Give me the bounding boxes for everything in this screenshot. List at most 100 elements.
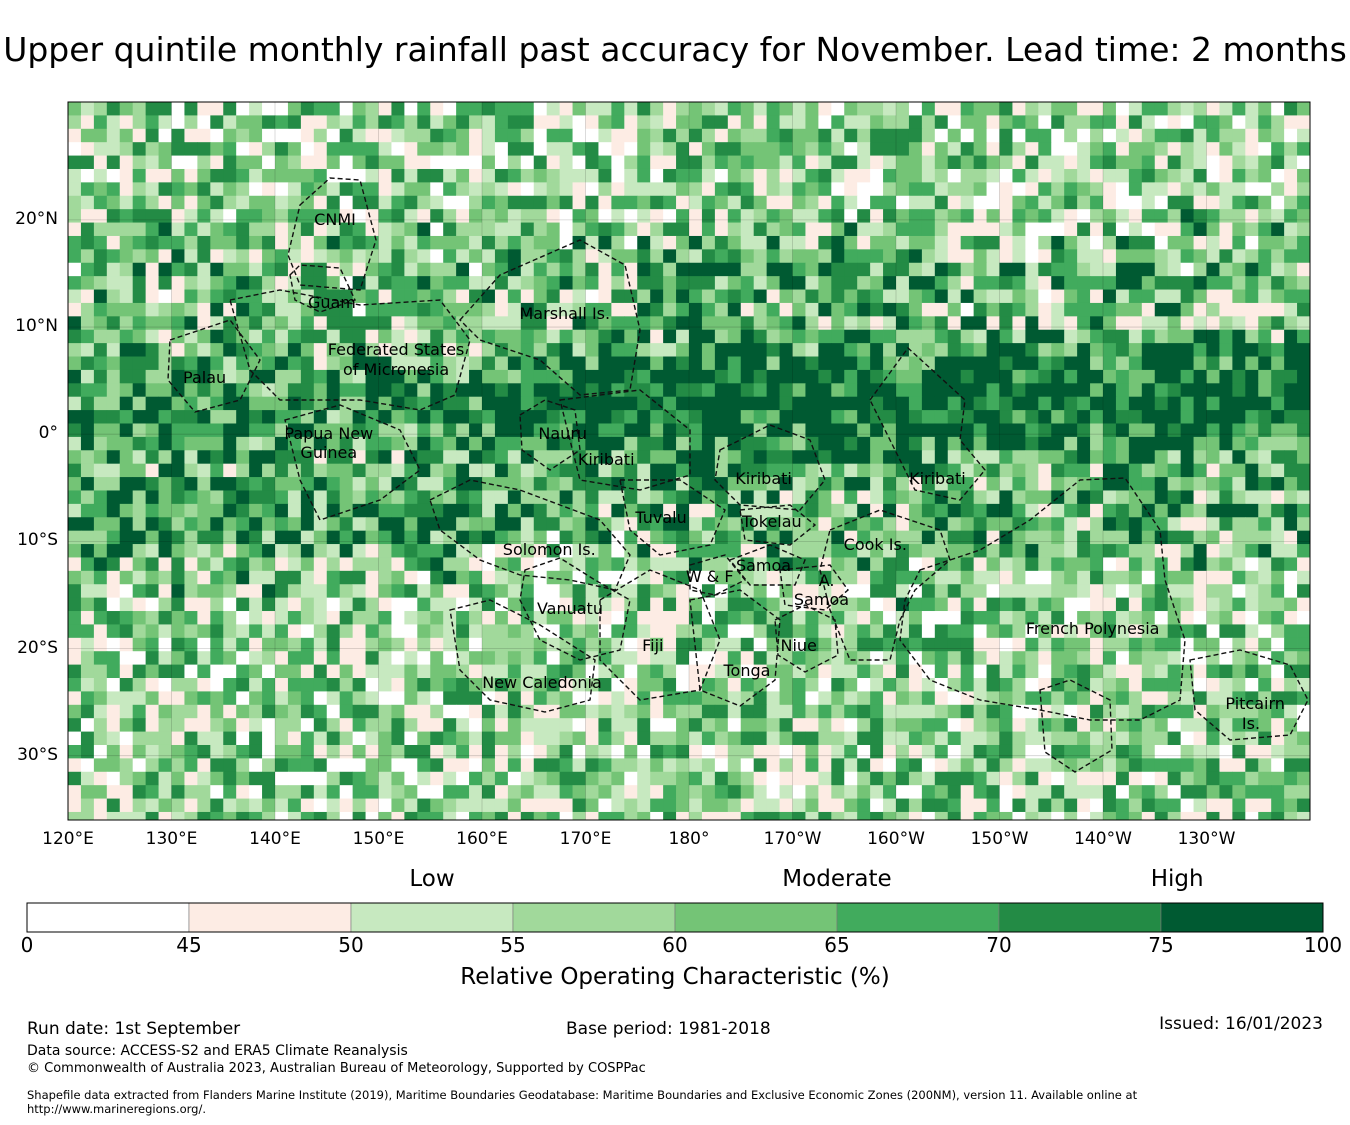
heatmap-cell bbox=[637, 678, 651, 692]
heatmap-cell bbox=[184, 343, 198, 357]
heatmap-cell bbox=[210, 396, 224, 411]
heatmap-cell bbox=[197, 289, 211, 304]
heatmap-cell bbox=[119, 704, 134, 719]
heatmap-cell bbox=[585, 142, 599, 156]
heatmap-cell bbox=[624, 477, 638, 491]
heatmap-cell bbox=[753, 182, 768, 197]
heatmap-cell bbox=[1064, 463, 1078, 478]
heatmap-cell bbox=[999, 557, 1013, 572]
heatmap-cell bbox=[1012, 771, 1026, 786]
heatmap-cell bbox=[145, 316, 159, 331]
heatmap-cell bbox=[184, 302, 198, 317]
heatmap-cell bbox=[145, 704, 159, 719]
heatmap-cell bbox=[1284, 704, 1298, 719]
heatmap-cell bbox=[908, 115, 923, 130]
heatmap-cell bbox=[339, 249, 354, 264]
heatmap-cell bbox=[766, 235, 780, 250]
heatmap-cell bbox=[339, 584, 354, 599]
heatmap-cell bbox=[701, 570, 716, 585]
heatmap-cell bbox=[352, 195, 366, 210]
heatmap-cell bbox=[313, 423, 328, 438]
heatmap-cell bbox=[1297, 142, 1310, 156]
heatmap-cell bbox=[1012, 517, 1026, 532]
heatmap-cell bbox=[870, 369, 884, 384]
heatmap-cell bbox=[68, 570, 82, 585]
heatmap-cell bbox=[585, 785, 599, 799]
heatmap-cell bbox=[482, 249, 496, 264]
heatmap-cell bbox=[249, 517, 263, 532]
heatmap-cell bbox=[1051, 316, 1065, 331]
heatmap-cell bbox=[805, 128, 819, 143]
heatmap-cell bbox=[1284, 289, 1298, 304]
heatmap-cell bbox=[676, 115, 690, 130]
heatmap-cell bbox=[378, 490, 392, 505]
heatmap-cell bbox=[1025, 182, 1039, 197]
heatmap-cell bbox=[986, 544, 1000, 558]
heatmap-cell bbox=[352, 758, 366, 773]
heatmap-cell bbox=[637, 758, 651, 773]
heatmap-cell bbox=[352, 329, 366, 344]
heatmap-cell bbox=[68, 744, 82, 759]
heatmap-cell bbox=[624, 678, 638, 692]
heatmap-cell bbox=[753, 731, 768, 746]
heatmap-cell bbox=[753, 704, 768, 719]
heatmap-cell bbox=[559, 235, 573, 250]
heatmap-cell bbox=[533, 691, 548, 706]
heatmap-cell bbox=[908, 637, 923, 652]
heatmap-cell bbox=[572, 276, 586, 290]
heatmap-cell bbox=[857, 356, 871, 371]
heatmap-cell bbox=[857, 115, 871, 130]
heatmap-cell bbox=[1271, 651, 1285, 666]
heatmap-cell bbox=[456, 142, 470, 156]
heatmap-cell bbox=[1180, 450, 1194, 465]
heatmap-cell bbox=[818, 557, 832, 572]
heatmap-cell bbox=[779, 102, 793, 116]
heatmap-cell bbox=[766, 691, 780, 706]
heatmap-cell bbox=[1167, 102, 1182, 116]
heatmap-cell bbox=[896, 530, 910, 545]
heatmap-cell bbox=[184, 557, 198, 572]
heatmap-cell bbox=[1206, 490, 1220, 505]
heatmap-cell bbox=[404, 651, 418, 666]
heatmap-cell bbox=[1051, 477, 1065, 491]
heatmap-cell bbox=[908, 557, 923, 572]
heatmap-cell bbox=[714, 530, 729, 545]
heatmap-cell bbox=[482, 490, 496, 505]
heatmap-cell bbox=[1245, 276, 1259, 290]
heatmap-cell bbox=[300, 744, 315, 759]
heatmap-cell bbox=[1154, 597, 1169, 612]
heatmap-cell bbox=[1206, 182, 1220, 197]
heatmap-cell bbox=[831, 704, 845, 719]
heatmap-cell bbox=[1180, 369, 1194, 384]
heatmap-cell bbox=[456, 102, 470, 116]
heatmap-cell bbox=[275, 704, 289, 719]
heatmap-cell bbox=[934, 503, 949, 518]
heatmap-cell bbox=[145, 490, 159, 505]
heatmap-cell bbox=[313, 115, 328, 130]
heatmap-cell bbox=[378, 329, 392, 344]
heatmap-cell bbox=[598, 517, 612, 532]
heatmap-cell bbox=[805, 222, 819, 237]
heatmap-cell bbox=[1180, 651, 1194, 666]
heatmap-cell bbox=[1193, 785, 1207, 799]
heatmap-cell bbox=[184, 262, 198, 277]
heatmap-cell bbox=[572, 369, 586, 384]
heatmap-cell bbox=[507, 463, 522, 478]
heatmap-cell bbox=[559, 276, 573, 290]
heatmap-cell bbox=[210, 704, 224, 719]
heatmap-cell bbox=[1193, 718, 1207, 732]
heatmap-cell bbox=[844, 678, 858, 692]
heatmap-cell bbox=[870, 115, 884, 130]
heatmap-cell bbox=[443, 744, 457, 759]
heatmap-cell bbox=[934, 450, 949, 465]
heatmap-cell bbox=[391, 209, 405, 223]
heatmap-cell bbox=[158, 369, 172, 384]
heatmap-cell bbox=[663, 222, 677, 237]
heatmap-cell bbox=[908, 128, 923, 143]
heatmap-cell bbox=[365, 517, 379, 532]
heatmap-cell bbox=[559, 557, 573, 572]
heatmap-cell bbox=[80, 490, 95, 505]
heatmap-cell bbox=[1167, 396, 1182, 411]
heatmap-cell bbox=[1103, 128, 1117, 143]
heatmap-cell bbox=[339, 771, 354, 786]
